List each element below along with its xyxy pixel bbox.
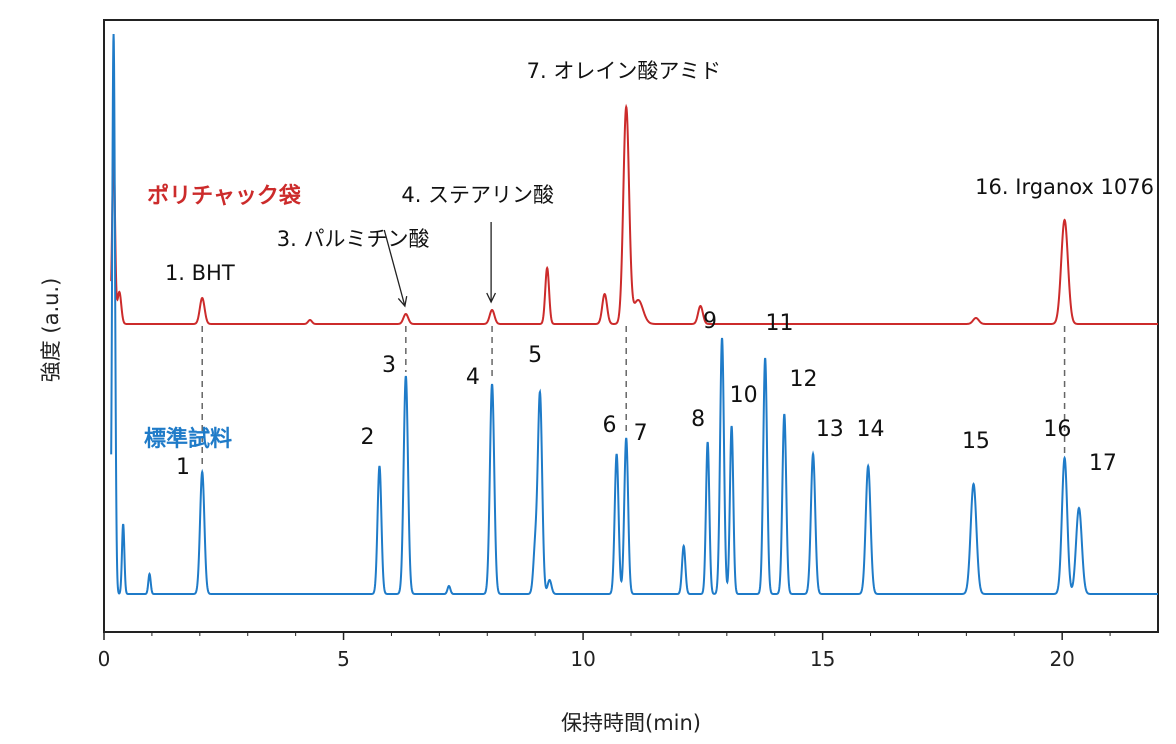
- y-axis-title: 強度 (a.u.): [39, 278, 63, 383]
- compound-annotation: 7. オレイン酸アミド: [527, 59, 721, 83]
- series-label-standard: 標準試料: [144, 426, 232, 452]
- annotation-group: 1. BHT 3. パルミチン酸 4. ステアリン酸 7. オレイン酸アミド 16. I…: [165, 59, 1154, 308]
- annotation-arrowhead: [486, 292, 497, 304]
- peak-number-label: 11: [766, 311, 794, 336]
- x-axis-title: 保持時間(min): [561, 711, 701, 735]
- peak-number-label: 13: [816, 417, 844, 442]
- trace-group: [110, 33, 1158, 595]
- trace-sample: [110, 103, 1158, 325]
- peak-number-label: 16: [1043, 417, 1071, 442]
- peak-number-label: 17: [1089, 451, 1117, 476]
- x-tick-label: 20: [1049, 647, 1074, 671]
- annotation-arrowhead: [397, 296, 408, 308]
- x-tick-label: 15: [810, 647, 835, 671]
- series-label-sample: ポリチャック袋: [147, 183, 302, 209]
- peak-number-label: 6: [602, 413, 616, 438]
- peak-number-label: 3: [382, 353, 396, 378]
- peak-number-label: 9: [703, 309, 717, 334]
- x-axis-ticks: 0 5 10 15 20: [98, 632, 1111, 671]
- peak-number-label: 7: [634, 421, 648, 446]
- peak-number-label: 1: [176, 455, 190, 480]
- x-tick-label: 5: [337, 647, 350, 671]
- plot-area: [103, 19, 1159, 633]
- x-tick-label: 10: [570, 647, 595, 671]
- compound-annotation: 3. パルミチン酸: [277, 227, 430, 251]
- annotation-arrow: [383, 229, 406, 307]
- compound-annotation: 1. BHT: [165, 261, 235, 285]
- peak-number-label: 4: [466, 365, 480, 390]
- peak-number-label: 2: [361, 425, 375, 450]
- peak-number-label: 15: [962, 429, 990, 454]
- peak-number-label: 10: [730, 383, 758, 408]
- compound-annotation: 16. Irganox 1076: [975, 175, 1154, 199]
- peak-number-label: 8: [691, 407, 705, 432]
- peak-number-label: 14: [857, 417, 885, 442]
- x-tick-label: 0: [98, 647, 111, 671]
- compound-annotation: 4. ステアリン酸: [401, 183, 554, 207]
- peak-number-label: 12: [789, 367, 817, 392]
- peak-number-label: 5: [528, 343, 542, 368]
- dashed-link-group: [201, 326, 1066, 468]
- trace-standard: [110, 33, 1158, 595]
